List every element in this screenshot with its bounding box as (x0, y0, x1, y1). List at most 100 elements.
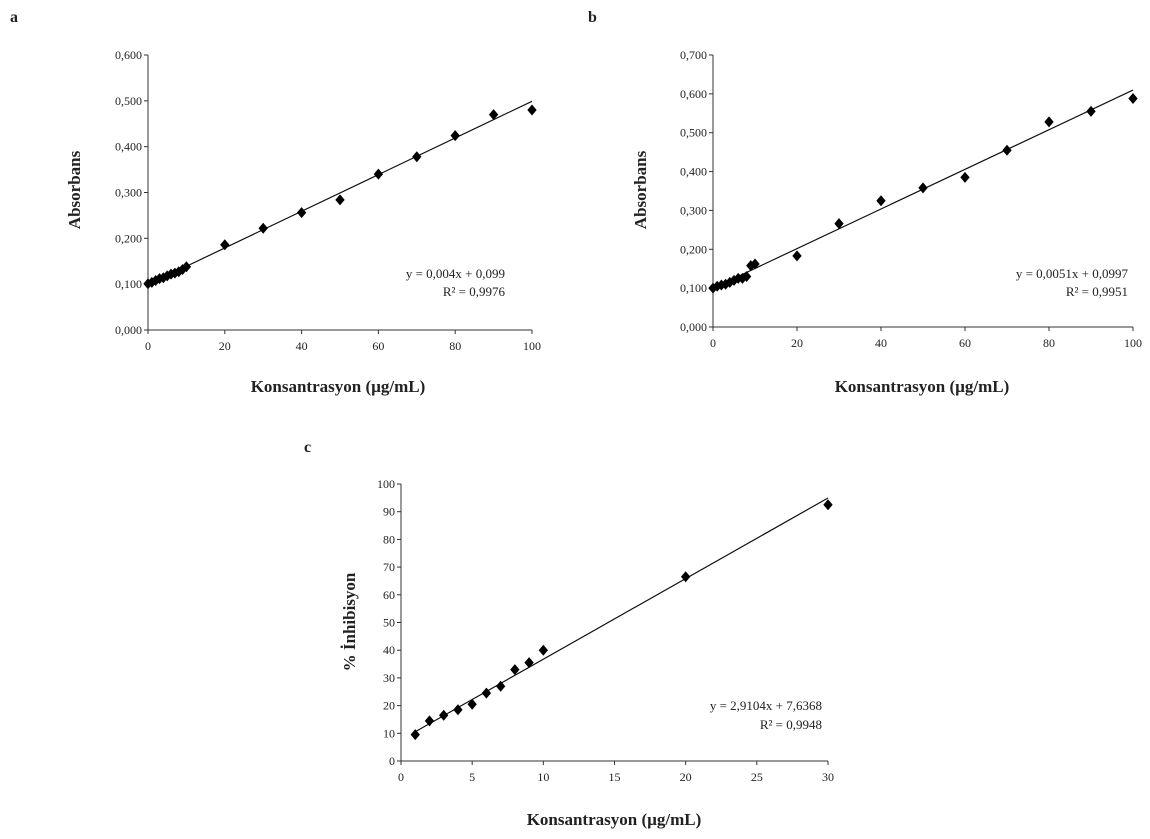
x-tick-label: 80 (449, 339, 461, 353)
y-tick-label: 0,100 (680, 281, 707, 295)
x-tick-label: 100 (1124, 336, 1142, 350)
y-tick-label: 0 (389, 754, 395, 768)
r-squared-label: R² = 0,9948 (760, 717, 822, 732)
data-markers (708, 89, 1138, 294)
data-point (834, 218, 844, 230)
data-point (162, 270, 172, 282)
x-tick-label: 40 (296, 339, 308, 353)
data-point (220, 239, 230, 251)
tick-labels: 0,000 0,100 0,200 0,300 0,400 0,500 0,600 0 20 40… (115, 48, 541, 353)
data-point (410, 729, 420, 741)
data-point (439, 709, 449, 721)
panel-label: a (10, 9, 18, 26)
data-markers (410, 497, 833, 741)
data-point (708, 282, 718, 294)
data-point (538, 644, 549, 656)
data-point (481, 687, 492, 699)
data-point (741, 270, 752, 282)
y-tick-label: 100 (377, 477, 395, 491)
data-point (467, 698, 477, 710)
x-tick-label: 5 (469, 770, 475, 784)
x-tick-label: 100 (523, 339, 541, 353)
data-point (412, 151, 422, 163)
trendline (147, 100, 533, 286)
y-tick-label: 70 (383, 560, 395, 574)
y-tick-label: 0,500 (115, 94, 142, 108)
y-axis-title: Absorbans (65, 150, 84, 229)
y-tick-label: 0,400 (115, 140, 142, 154)
x-tick-label: 20 (680, 770, 692, 784)
data-point (453, 704, 463, 716)
x-tick-label: 60 (372, 339, 384, 353)
data-markers (143, 100, 537, 290)
x-tick-label: 80 (1043, 336, 1055, 350)
y-tick-label: 80 (383, 532, 395, 546)
data-point (373, 168, 384, 180)
data-point (524, 657, 534, 669)
panel-b: b 0,000 0,100 0,200 0,300 0,400 0,500 0,600 0,7… (588, 9, 1142, 396)
data-point (960, 171, 970, 183)
data-point (258, 222, 268, 234)
data-point (495, 680, 506, 692)
data-point (181, 261, 192, 273)
y-tick-label: 10 (383, 726, 395, 740)
data-point (1044, 116, 1054, 128)
x-axis-title: Konsantrasyon (µg/mL) (527, 810, 702, 829)
y-tick-label: 90 (383, 505, 395, 519)
axes (397, 483, 829, 765)
data-point (1086, 105, 1096, 117)
x-tick-label: 10 (537, 770, 549, 784)
trendline-equation: y = 0,004x + 0,099 (406, 266, 505, 281)
y-axis-title: % İnhibisyon (340, 572, 359, 671)
panel-label: b (588, 9, 597, 26)
y-tick-label: 0,500 (680, 126, 707, 140)
r-squared-label: R² = 0,9976 (443, 284, 506, 299)
y-axis-title: Absorbans (631, 150, 650, 229)
x-tick-label: 0 (710, 336, 716, 350)
x-tick-label: 20 (791, 336, 803, 350)
data-point (750, 258, 760, 270)
y-tick-label: 0,200 (115, 231, 142, 245)
data-point (729, 274, 739, 286)
x-tick-label: 15 (609, 770, 621, 784)
x-tick-label: 25 (751, 770, 763, 784)
y-tick-label: 0,000 (680, 320, 707, 334)
y-tick-label: 0,600 (115, 48, 142, 62)
data-point (450, 130, 460, 142)
x-axis-title: Konsantrasyon (µg/mL) (835, 377, 1010, 396)
y-tick-label: 50 (383, 616, 395, 630)
x-tick-label: 60 (959, 336, 971, 350)
y-tick-label: 30 (383, 671, 395, 685)
y-tick-label: 0,300 (115, 186, 142, 200)
x-axis-title: Konsantrasyon (µg/mL) (251, 377, 426, 396)
y-tick-label: 20 (383, 699, 395, 713)
x-tick-label: 30 (822, 770, 834, 784)
data-point (1128, 93, 1138, 105)
data-point (792, 250, 802, 262)
y-tick-label: 0,300 (680, 203, 707, 217)
tick-labels: 0 10 20 30 40 50 60 70 80 90 100 0 5 10 15 20 25 30 (377, 477, 834, 784)
x-tick-label: 20 (219, 339, 231, 353)
x-tick-label: 40 (875, 336, 887, 350)
x-tick-label: 0 (398, 770, 404, 784)
data-point (680, 571, 691, 583)
data-point (424, 715, 435, 727)
data-point (1002, 144, 1012, 156)
axes (709, 54, 1134, 331)
trendline-equation: y = 0,0051x + 0,0997 (1016, 266, 1129, 281)
y-tick-label: 0,700 (680, 48, 707, 62)
data-point (151, 275, 161, 286)
r-squared-label: R² = 0,9951 (1066, 284, 1128, 299)
data-point (823, 499, 833, 511)
data-point (158, 272, 169, 284)
x-tick-label: 0 (145, 339, 151, 353)
data-point (296, 207, 307, 219)
panel-label: c (304, 439, 311, 456)
y-tick-label: 0,000 (115, 323, 142, 337)
panel-a: a 0,000 0,100 0,200 0,300 0,400 0,500 0,600 0 20… (10, 9, 541, 396)
data-point (488, 109, 499, 121)
panel-c: c 0 10 20 30 40 50 60 70 80 90 100 0 5 10 15 20 25 30 Kon… (304, 439, 834, 829)
tick-labels: 0,000 0,100 0,200 0,300 0,400 0,500 0,600 0,700… (680, 48, 1142, 350)
data-point (335, 194, 345, 206)
